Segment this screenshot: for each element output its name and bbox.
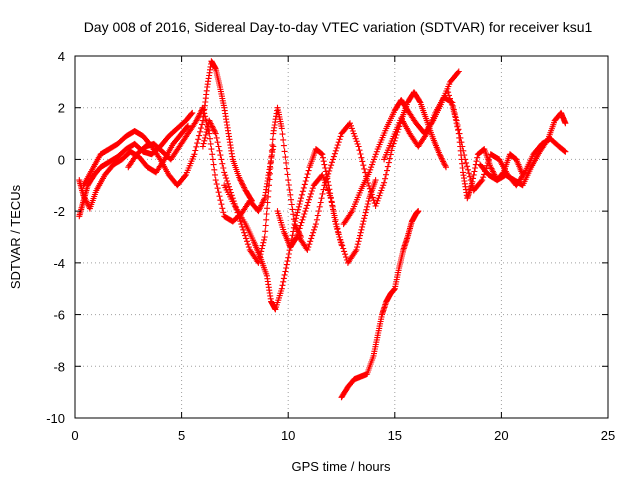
data-point-markers: [76, 109, 196, 220]
y-tick-label: 0: [58, 152, 65, 167]
x-tick-label: 20: [494, 428, 508, 443]
plot-frame: [74, 55, 609, 419]
data-point-markers: [477, 109, 569, 189]
data-point-markers: [338, 208, 422, 401]
data-point-markers: [125, 104, 277, 225]
series-arc-1: [76, 109, 196, 220]
y-tick-label: -6: [53, 308, 65, 323]
x-tick-label: 25: [601, 428, 615, 443]
x-axis-label: GPS time / hours: [292, 459, 391, 474]
series-arc-7: [274, 171, 379, 266]
chart-title: Day 008 of 2016, Sidereal Day-to-day VTE…: [84, 19, 593, 35]
y-tick-label: -8: [53, 359, 65, 374]
x-tick-label: 10: [281, 428, 295, 443]
y-axis-label: SDTVAR / TECUs: [8, 184, 23, 289]
data-point-markers: [274, 171, 379, 266]
y-tick-labels: -10 -8 -6 -4 -2 0 2 4: [46, 49, 65, 426]
x-tick-label: 15: [388, 428, 402, 443]
series-arc-10: [338, 208, 422, 401]
tick-layer: [74, 55, 609, 419]
x-tick-label: 5: [178, 428, 185, 443]
y-tick-label: -4: [53, 256, 65, 271]
series-arc-4: [125, 104, 277, 225]
x-tick-label: 0: [71, 428, 78, 443]
series-arc-5: [199, 104, 304, 266]
series-arc-13: [477, 109, 569, 189]
y-tick-label: 2: [58, 101, 65, 116]
y-tick-label: -10: [46, 411, 65, 426]
y-tick-label: -2: [53, 204, 65, 219]
data-marks: [76, 58, 569, 401]
data-point-markers: [199, 104, 304, 266]
x-tick-labels: 0 5 10 15 20 25: [71, 428, 615, 443]
y-tick-label: 4: [58, 49, 65, 64]
